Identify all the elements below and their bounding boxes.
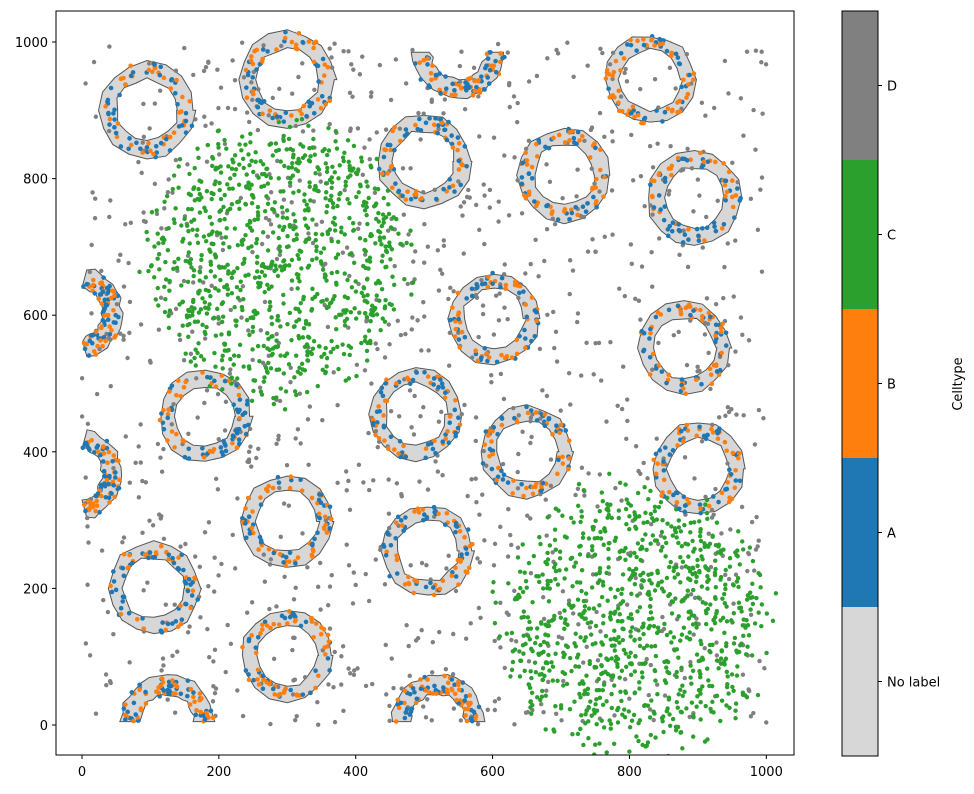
y-axis: 0 200 400 600 800 1000 — [15, 36, 56, 734]
colorbar-tick-label: D — [887, 80, 897, 95]
x-tick-label: 0 — [78, 765, 86, 780]
plot-frame — [55, 10, 795, 756]
y-tick-label: 200 — [23, 582, 48, 597]
colorbar-tick-label: A — [887, 527, 896, 542]
colorbar: No label A B C D — [841, 10, 940, 757]
x-tick-label: 200 — [206, 765, 231, 780]
y-tick-label: 0 — [40, 719, 48, 734]
colorbar-tick-label: B — [887, 378, 896, 393]
y-tick-label: 1000 — [15, 36, 48, 51]
x-axis: 0 200 400 600 800 1000 — [78, 755, 783, 780]
cell-points — [79, 29, 779, 755]
x-tick-label: 600 — [480, 765, 505, 780]
colorbar-tick-label: C — [887, 229, 896, 244]
x-tick-label: 400 — [343, 765, 368, 780]
colorbar-label: Celltype — [951, 357, 966, 410]
colorbar-tick-label: No label — [887, 676, 940, 691]
y-tick-label: 400 — [23, 446, 48, 461]
x-tick-label: 1000 — [750, 765, 783, 780]
y-tick-label: 600 — [23, 309, 48, 324]
y-tick-label: 800 — [23, 173, 48, 188]
x-tick-label: 800 — [617, 765, 642, 780]
